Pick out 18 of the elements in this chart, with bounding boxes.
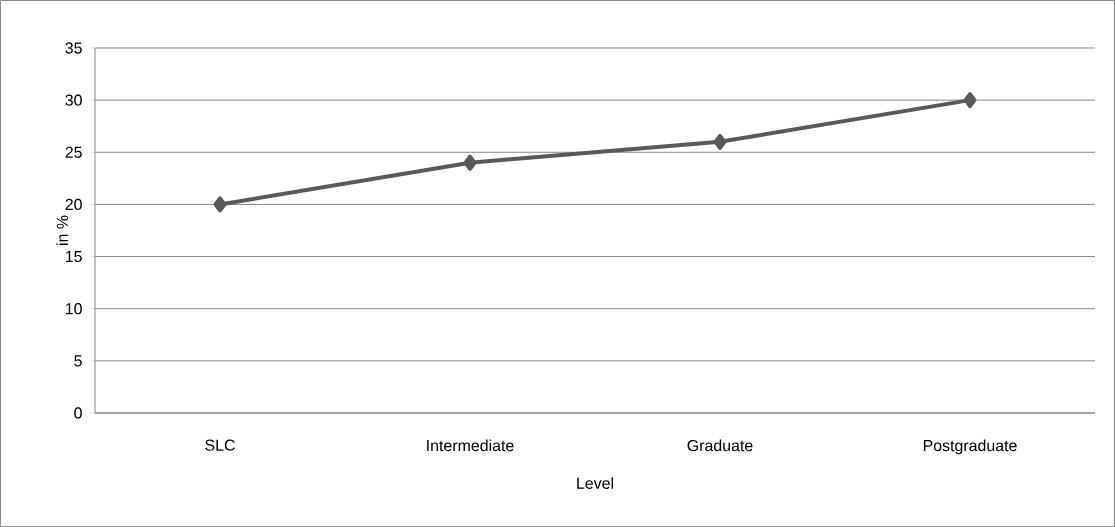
y-tick-label: 5: [74, 355, 82, 367]
x-tick-label: Graduate: [687, 439, 753, 452]
y-tick-label: 25: [65, 146, 82, 158]
y-tick-label: 10: [65, 303, 82, 315]
y-tick-label: 30: [65, 94, 82, 106]
x-tick-label: Postgraduate: [923, 439, 1017, 455]
y-axis-title: in %: [56, 215, 68, 245]
y-tick-label: 0: [74, 407, 82, 419]
point: [963, 92, 977, 109]
point: [713, 133, 727, 150]
y-tick-label: 20: [65, 198, 82, 211]
point: [213, 196, 227, 213]
y-tick-label: 35: [65, 42, 82, 54]
y-tick-label: 15: [65, 251, 82, 263]
x-axis-title: Level: [577, 477, 613, 489]
point: [463, 154, 477, 171]
x-tick-label: SLC: [205, 439, 235, 451]
x-tick-label: Intermediate: [427, 439, 514, 452]
